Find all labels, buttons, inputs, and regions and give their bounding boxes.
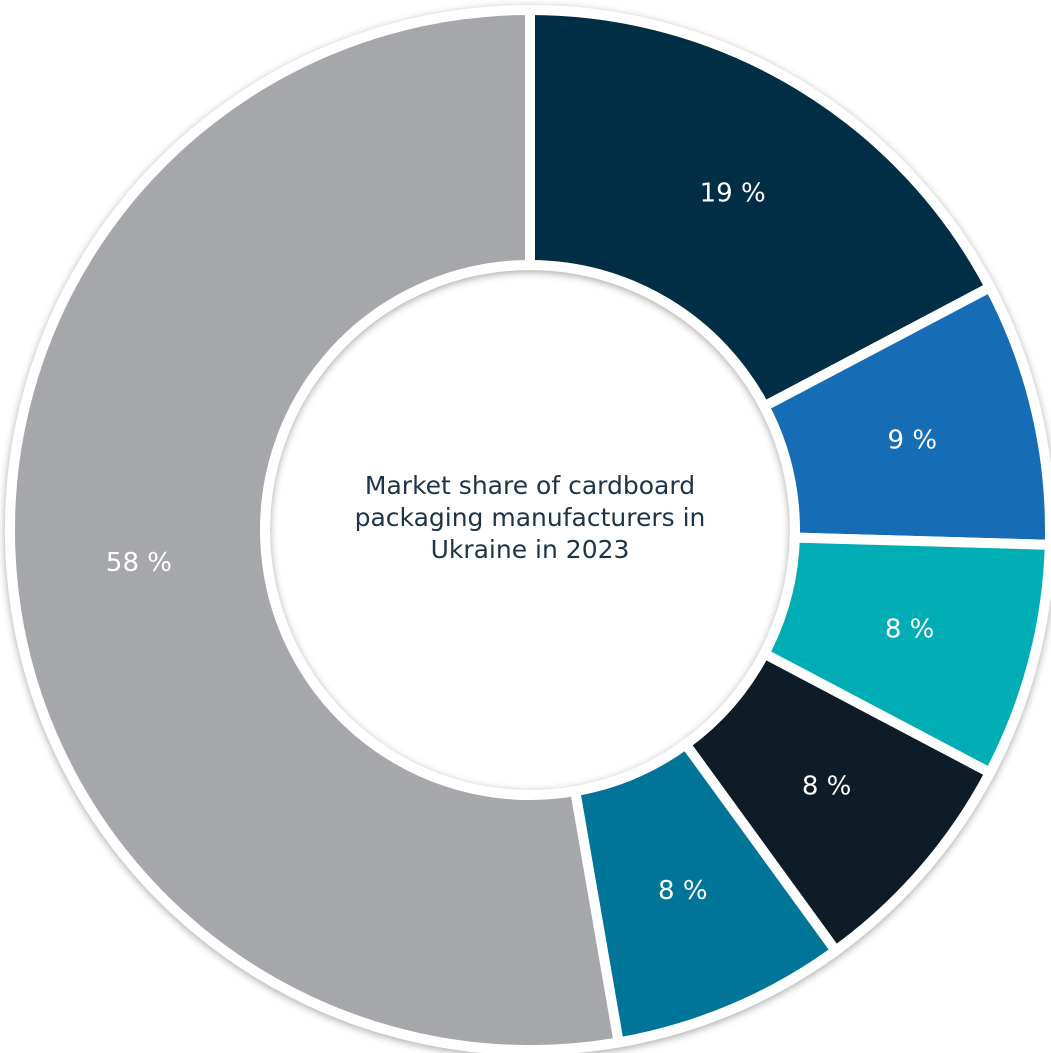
data-label: 58 % — [106, 548, 172, 578]
data-label: 8 % — [802, 772, 852, 802]
slices — [4, 4, 1051, 1053]
chart-title: Market share of cardboard packaging manu… — [354, 471, 706, 564]
donut-slice — [4, 4, 625, 1053]
data-label: 9 % — [888, 426, 938, 456]
data-label: 8 % — [658, 876, 708, 906]
data-label: 8 % — [885, 614, 935, 644]
donut-slice — [525, 4, 997, 414]
data-label: 19 % — [700, 178, 766, 208]
